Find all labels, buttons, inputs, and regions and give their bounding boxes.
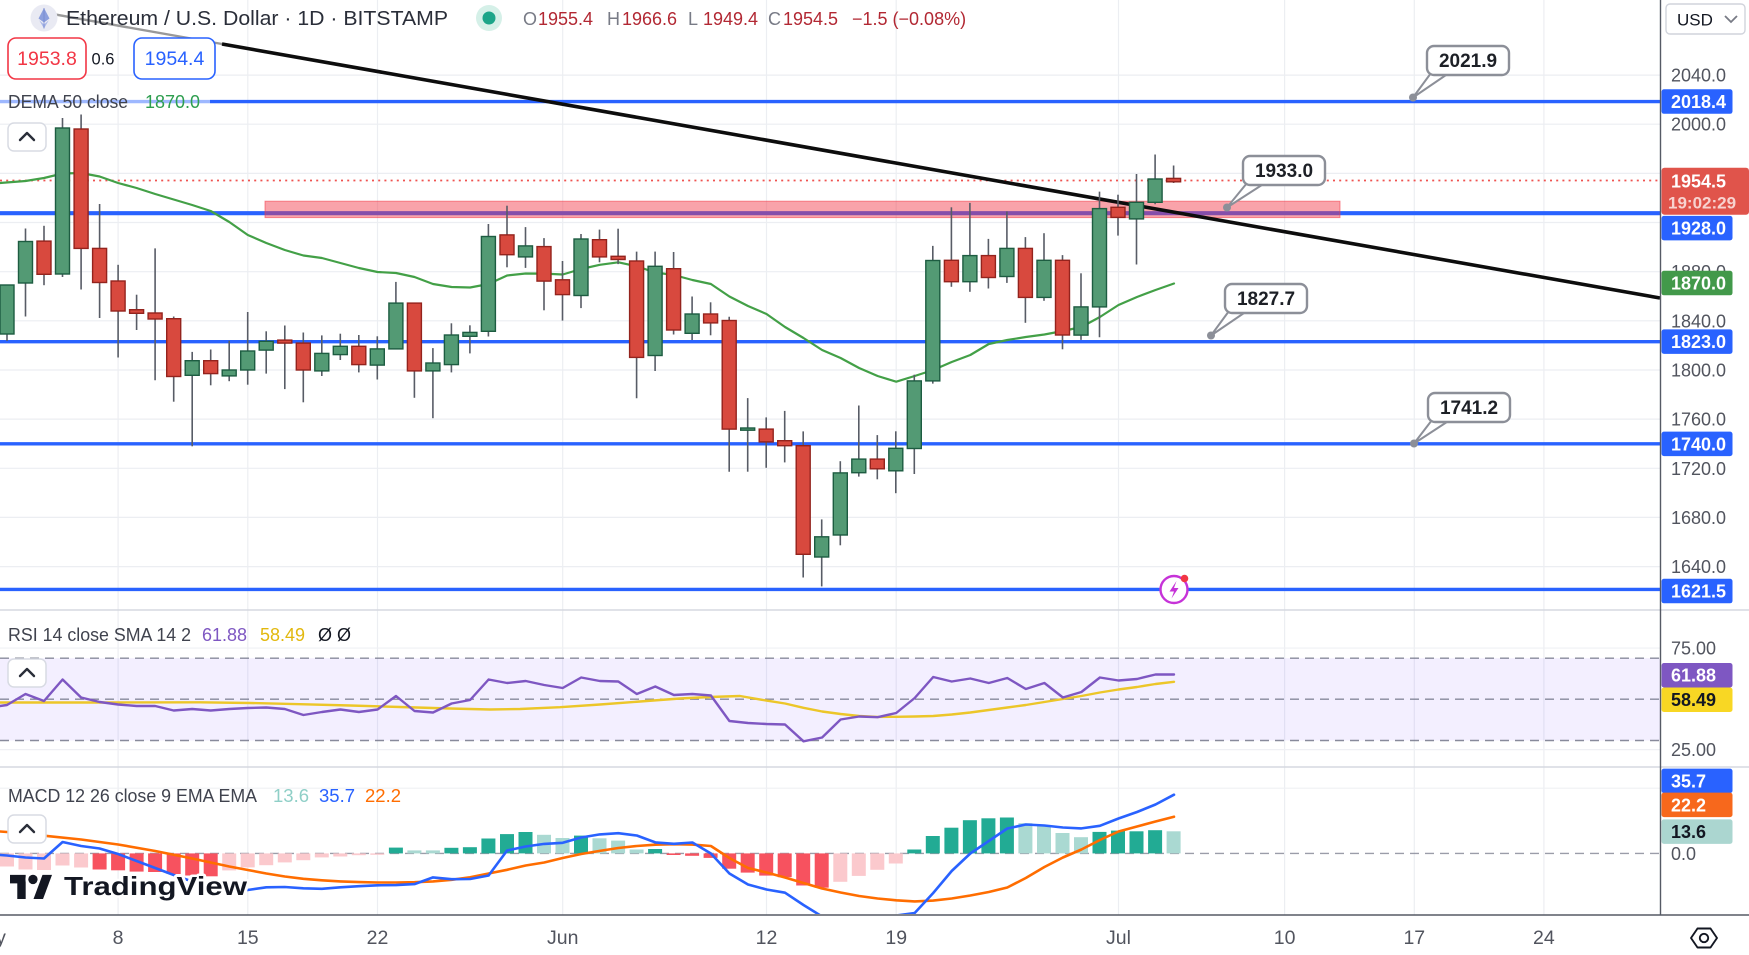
svg-text:22.2: 22.2 <box>1671 795 1706 815</box>
svg-text:1954.5: 1954.5 <box>1671 172 1726 192</box>
svg-text:12: 12 <box>756 927 778 949</box>
svg-text:1870.0: 1870.0 <box>145 92 200 112</box>
svg-text:1760.0: 1760.0 <box>1671 410 1726 430</box>
svg-text:19: 19 <box>885 927 907 949</box>
svg-text:13.6: 13.6 <box>273 786 309 806</box>
svg-text:1949.4: 1949.4 <box>703 9 758 29</box>
svg-text:58.49: 58.49 <box>1671 690 1716 710</box>
svg-text:61.88: 61.88 <box>1671 666 1716 686</box>
svg-text:1955.4: 1955.4 <box>538 9 593 29</box>
svg-text:USD: USD <box>1677 11 1713 30</box>
svg-text:1741.2: 1741.2 <box>1440 398 1498 419</box>
svg-text:24: 24 <box>1533 927 1555 949</box>
svg-text:19:02:29: 19:02:29 <box>1668 194 1736 213</box>
svg-text:15: 15 <box>237 927 259 949</box>
svg-text:2040.0: 2040.0 <box>1671 66 1726 86</box>
svg-text:1640.0: 1640.0 <box>1671 557 1726 577</box>
svg-text:Ø Ø: Ø Ø <box>318 625 351 645</box>
svg-text:−1.5 (−0.08%): −1.5 (−0.08%) <box>852 9 966 29</box>
svg-text:y: y <box>0 927 6 949</box>
svg-text:75.00: 75.00 <box>1671 639 1716 659</box>
svg-text:2021.9: 2021.9 <box>1439 51 1497 72</box>
svg-text:RSI 14 close SMA 14 2: RSI 14 close SMA 14 2 <box>8 625 191 645</box>
svg-text:1840.0: 1840.0 <box>1671 311 1726 331</box>
svg-text:1800.0: 1800.0 <box>1671 361 1726 381</box>
svg-text:1740.0: 1740.0 <box>1671 434 1726 454</box>
svg-text:MACD 12 26 close 9 EMA EMA: MACD 12 26 close 9 EMA EMA <box>8 786 257 806</box>
svg-text:1933.0: 1933.0 <box>1255 161 1313 182</box>
svg-text:Jul: Jul <box>1106 927 1131 949</box>
svg-text:1870.0: 1870.0 <box>1671 274 1726 294</box>
svg-text:1621.5: 1621.5 <box>1671 582 1726 602</box>
svg-text:1827.7: 1827.7 <box>1237 289 1295 310</box>
svg-text:2018.4: 2018.4 <box>1671 92 1726 112</box>
svg-text:13.6: 13.6 <box>1671 822 1706 842</box>
svg-text:0.6: 0.6 <box>92 51 115 69</box>
svg-text:H: H <box>607 9 620 29</box>
svg-text:1953.8: 1953.8 <box>17 48 77 70</box>
svg-text:1954.5: 1954.5 <box>783 9 838 29</box>
svg-text:1720.0: 1720.0 <box>1671 459 1726 479</box>
svg-text:1954.4: 1954.4 <box>145 48 205 70</box>
svg-text:35.7: 35.7 <box>319 786 355 806</box>
svg-text:TradingView: TradingView <box>64 871 248 901</box>
svg-text:Jun: Jun <box>547 927 578 949</box>
svg-text:1928.0: 1928.0 <box>1671 219 1726 239</box>
svg-text:1966.6: 1966.6 <box>622 9 677 29</box>
svg-text:35.7: 35.7 <box>1671 771 1706 791</box>
svg-text:22: 22 <box>367 927 389 949</box>
svg-text:L: L <box>688 9 698 29</box>
svg-text:22.2: 22.2 <box>365 786 401 806</box>
svg-text:61.88: 61.88 <box>202 625 247 645</box>
svg-text:10: 10 <box>1274 927 1296 949</box>
svg-text:1823.0: 1823.0 <box>1671 332 1726 352</box>
svg-text:25.00: 25.00 <box>1671 740 1716 760</box>
svg-text:0.0: 0.0 <box>1671 844 1696 864</box>
svg-text:2000.0: 2000.0 <box>1671 115 1726 135</box>
svg-text:17: 17 <box>1403 927 1425 949</box>
svg-text:C: C <box>768 9 781 29</box>
svg-text:8: 8 <box>113 927 124 949</box>
svg-text:O: O <box>523 9 537 29</box>
svg-text:DEMA 50 close: DEMA 50 close <box>8 92 128 112</box>
svg-text:1680.0: 1680.0 <box>1671 508 1726 528</box>
svg-text:58.49: 58.49 <box>260 625 305 645</box>
svg-text:Ethereum / U.S. Dollar · 1D ·: Ethereum / U.S. Dollar · 1D · BITSTAMP <box>66 8 448 30</box>
